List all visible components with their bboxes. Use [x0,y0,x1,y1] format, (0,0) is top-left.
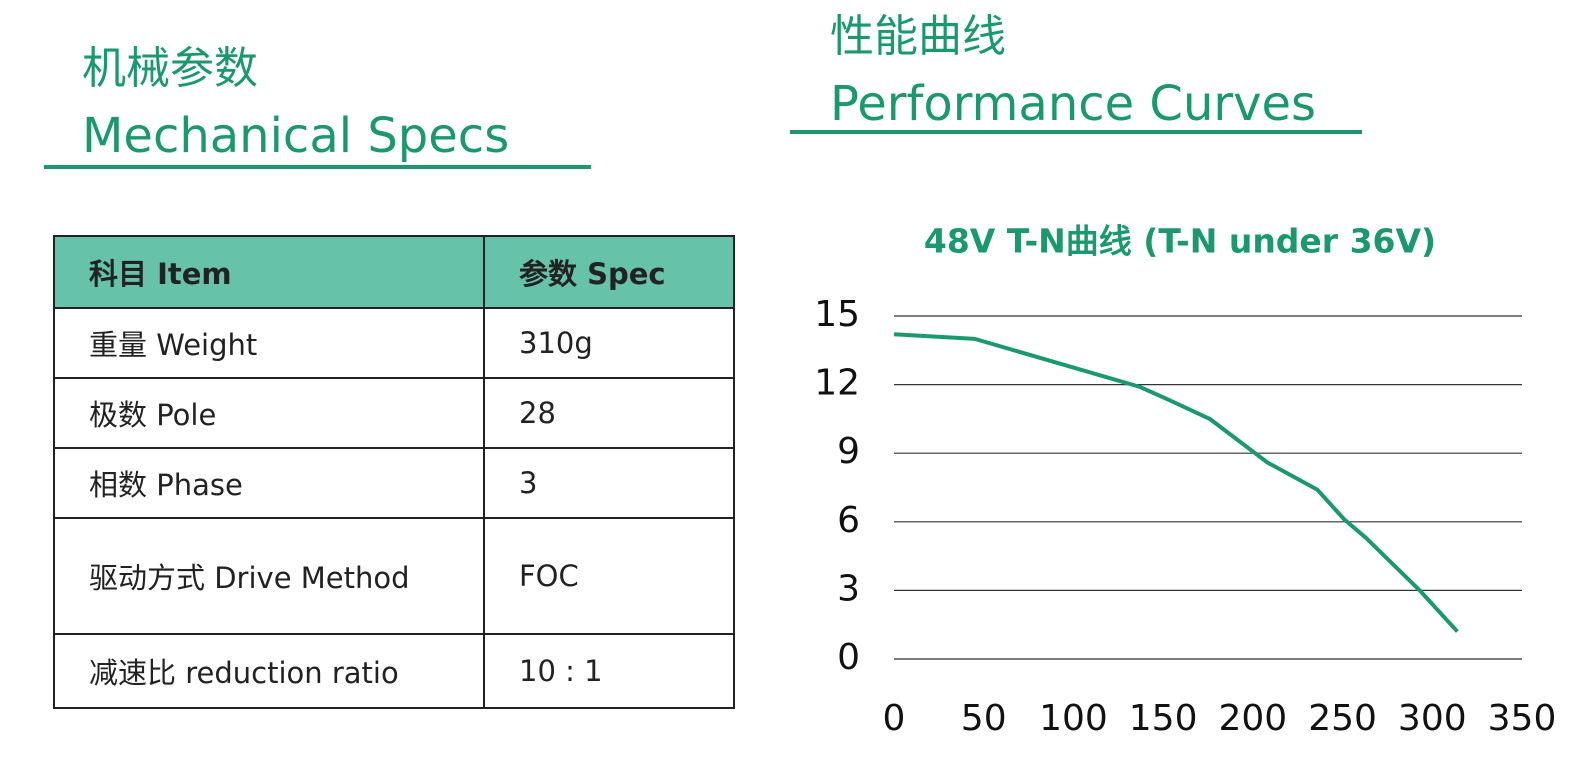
table-cell: 3 [483,447,735,519]
data-line [893,332,1459,633]
table-cell: 减速比 reduction ratio [53,633,485,709]
table-cell: 相数 Phase [53,447,485,519]
table-row: 极数 Pole 28 [53,377,735,449]
section-title-en: Performance Curves [830,76,1317,132]
x-tick-label: 300 [1398,698,1467,739]
section-title-en: Mechanical Specs [82,108,510,164]
x-tick-label: 100 [1039,698,1108,739]
table-row: 重量 Weight 310g [53,307,735,379]
header-cell: 科目 Item [53,235,485,309]
x-tick-label: 0 [883,698,906,739]
table-cell: 28 [483,377,735,449]
y-tick-label: 6 [837,500,860,541]
underline [790,130,1362,134]
x-tick-label: 150 [1129,698,1198,739]
table-row: 减速比 reduction ratio 10 : 1 [53,633,735,709]
table-row: 相数 Phase 3 [53,447,735,519]
x-tick-label: 350 [1488,698,1557,739]
table-cell: 310g [483,307,735,379]
y-tick-label: 12 [814,363,860,404]
x-tick-label: 200 [1218,698,1287,739]
y-tick-label: 0 [837,637,860,678]
spec-table: 科目 Item 参数 Spec 重量 Weight 310g 极数 Pole 28 相数 P… [53,235,735,709]
table-cell: 10 : 1 [483,633,735,709]
y-tick-label: 15 [814,294,860,335]
section-title-cn: 机械参数 [82,43,258,94]
table-cell: FOC [483,517,735,635]
x-tick-label: 50 [961,698,1007,739]
x-tick-label: 250 [1308,698,1377,739]
table-cell: 极数 Pole [53,377,485,449]
section-title-cn: 性能曲线 [830,11,1006,62]
table-row: 驱动方式 Drive Method FOC [53,517,735,635]
table-cell: 驱动方式 Drive Method [53,517,485,635]
table-header-row: 科目 Item 参数 Spec [53,235,735,309]
header-cell: 参数 Spec [483,235,735,309]
table-cell: 重量 Weight [53,307,485,379]
underline [44,165,591,169]
y-tick-label: 9 [837,431,860,472]
chart-title: 48V T-N曲线 (T-N under 36V) [924,222,1436,261]
y-tick-label: 3 [837,568,860,609]
